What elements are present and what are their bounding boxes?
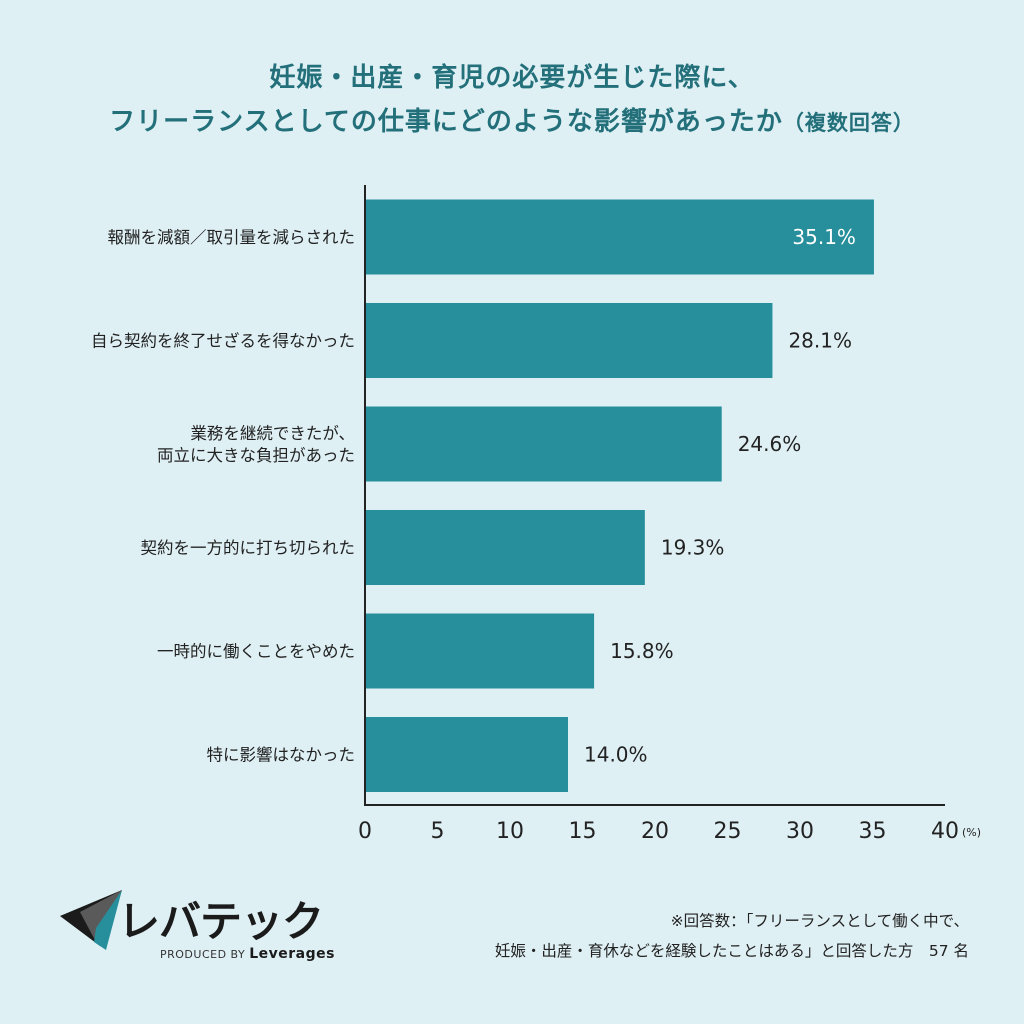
footnote-line-2: 妊娠・出産・育休などを経験したことはある」と回答した方 57 名 [494, 942, 969, 960]
title-line-2-text: フリーランスとしての仕事にどのような影響があったか [109, 107, 783, 137]
category-label: 契約を一方的に打ち切られた [141, 539, 356, 558]
bar-chart: 報酬を減額／取引量を減らされた 35.1% 自ら契約を終了せざるを得なかった 28.1… [91, 185, 981, 844]
category-label: 一時的に働くことをやめた [157, 642, 355, 661]
category-label: 自ら契約を終了せざるを得なかった [91, 331, 355, 351]
x-tick-label: 30 [786, 819, 814, 844]
brand-name: レバテック [118, 897, 324, 946]
x-tick-label: 40 [931, 819, 959, 844]
bar [365, 303, 773, 378]
bar [365, 510, 645, 585]
unit-label: (%) [962, 826, 981, 839]
title-note: （複数回答） [782, 111, 915, 135]
produced-name: Leverages [249, 946, 335, 962]
category-label: 特に影響はなかった [207, 746, 356, 765]
footnote-line-1: ※回答数：「フリーランスとして働く中で、 [670, 912, 969, 930]
bar [365, 613, 595, 689]
footnote: ※回答数：「フリーランスとして働く中で、 妊娠・出産・育休などを経験したことはあ… [495, 906, 969, 966]
bar [365, 717, 568, 792]
chart-title: 妊娠・出産・育児の必要が生じた際に、 フリーランスとしての仕事にどのような影響が… [0, 56, 1024, 145]
produced-prefix: PRODUCED BY [160, 948, 246, 961]
title-line-2: フリーランスとしての仕事にどのような影響があったか（複数回答） [0, 100, 1024, 145]
category-label: 報酬を減額／取引量を減らされた [108, 228, 356, 247]
x-tick-label: 15 [569, 819, 597, 844]
value-label: 28.1% [788, 329, 852, 353]
produced-by: PRODUCED BY Leverages [160, 946, 335, 962]
value-label: 15.8% [610, 639, 674, 663]
value-label: 35.1% [792, 225, 856, 249]
category-label: 両立に大きな負担があった [157, 446, 355, 465]
bar [365, 199, 874, 275]
x-tick-label: 10 [496, 819, 524, 844]
x-tick-label: 0 [358, 819, 372, 844]
logo-mark-icon [60, 890, 122, 950]
x-tick-label: 20 [641, 819, 669, 844]
value-label: 14.0% [584, 743, 648, 767]
value-label: 19.3% [661, 536, 725, 560]
bar [365, 406, 722, 482]
x-tick-label: 5 [431, 819, 445, 844]
category-label: 業務を継続できたが、 [190, 424, 355, 443]
value-label: 24.6% [738, 432, 802, 456]
x-tick-label: 35 [859, 819, 887, 844]
x-tick-label: 25 [714, 819, 742, 844]
title-line-1: 妊娠・出産・育児の必要が生じた際に、 [269, 63, 755, 93]
